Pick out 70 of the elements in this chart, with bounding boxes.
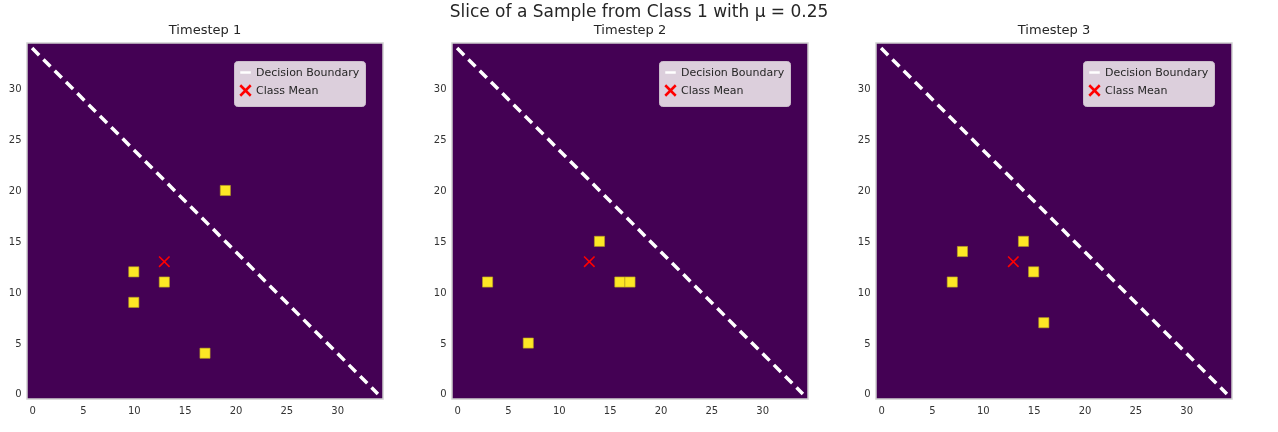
- y-tick-label: 30: [433, 83, 447, 95]
- y-tick-label: 25: [8, 134, 22, 146]
- x-tick-label: 25: [705, 404, 718, 416]
- y-tick-label: 15: [8, 235, 22, 247]
- y-tick-label: 10: [433, 286, 447, 298]
- point: [158, 276, 170, 288]
- chart-title: Timestep 2: [592, 22, 666, 37]
- y-tick-label: 10: [858, 286, 871, 298]
- x-tick-label: 15: [603, 404, 617, 416]
- legend-label: Decision Boundary: [256, 65, 360, 79]
- x-tick-label: 5: [929, 404, 936, 416]
- y-tick-label: 30: [8, 83, 22, 95]
- y-tick-label: 0: [439, 388, 447, 400]
- text: Slice of a Sample from Class 1 with μ = 0.25: [449, 1, 829, 21]
- point: [582, 255, 596, 268]
- y-tick-label: 20: [858, 184, 871, 196]
- x-tick-label: 10: [552, 404, 566, 416]
- chart-title: Timestep 1: [167, 22, 242, 37]
- y-tick-label: 15: [858, 235, 871, 247]
- point: [158, 255, 171, 268]
- x-tick-label: 25: [1129, 404, 1143, 416]
- y-tick-label: 30: [858, 83, 871, 95]
- x-tick-label: 15: [1028, 404, 1041, 416]
- point: [593, 235, 605, 247]
- y-tick-label: 20: [433, 184, 447, 196]
- y-tick-label: 25: [858, 134, 871, 146]
- x-tick-label: 30: [331, 404, 345, 416]
- legend-label: Class Mean: [256, 83, 319, 97]
- y-tick-label: 5: [439, 337, 447, 349]
- x-tick-label: 30: [756, 404, 769, 416]
- y-tick-label: 5: [864, 337, 871, 349]
- x-tick-label: 20: [654, 404, 668, 416]
- x-tick-label: 0: [454, 404, 461, 416]
- y-tick-label: 10: [8, 286, 22, 298]
- x-tick-label: 30: [1180, 404, 1194, 416]
- y-tick-label: 0: [15, 388, 22, 400]
- point: [128, 266, 140, 278]
- point: [481, 276, 493, 288]
- x-tick-label: 10: [127, 404, 141, 416]
- y-tick-label: 25: [433, 134, 447, 146]
- point: [199, 347, 211, 359]
- point: [614, 276, 625, 288]
- point: [1028, 266, 1040, 278]
- y-tick-label: 0: [864, 388, 871, 400]
- x-tick-label: 15: [178, 404, 192, 416]
- point: [1038, 317, 1050, 329]
- y-tick-label: 5: [15, 337, 22, 349]
- legend-label: Decision Boundary: [1105, 65, 1210, 79]
- point: [624, 276, 636, 288]
- point: [1007, 255, 1020, 268]
- point: [1018, 235, 1030, 247]
- point: [522, 337, 534, 349]
- point: [128, 296, 140, 308]
- x-tick-label: 0: [878, 404, 886, 416]
- x-tick-label: 10: [977, 404, 991, 416]
- legend-label: Class Mean: [680, 83, 744, 97]
- x-tick-label: 20: [229, 404, 243, 416]
- point: [219, 185, 231, 196]
- x-tick-label: 5: [504, 404, 512, 416]
- point: [957, 246, 969, 257]
- point: [947, 276, 959, 288]
- y-tick-label: 15: [433, 235, 447, 247]
- x-tick-label: 25: [280, 404, 294, 416]
- x-tick-label: 0: [29, 404, 36, 416]
- y-tick-label: 20: [8, 184, 22, 196]
- x-tick-label: 20: [1078, 404, 1092, 416]
- x-tick-label: 5: [80, 404, 87, 416]
- legend-label: Decision Boundary: [680, 65, 785, 79]
- chart-title: Timestep 3: [1017, 22, 1091, 37]
- legend-label: Class Mean: [1105, 83, 1168, 97]
